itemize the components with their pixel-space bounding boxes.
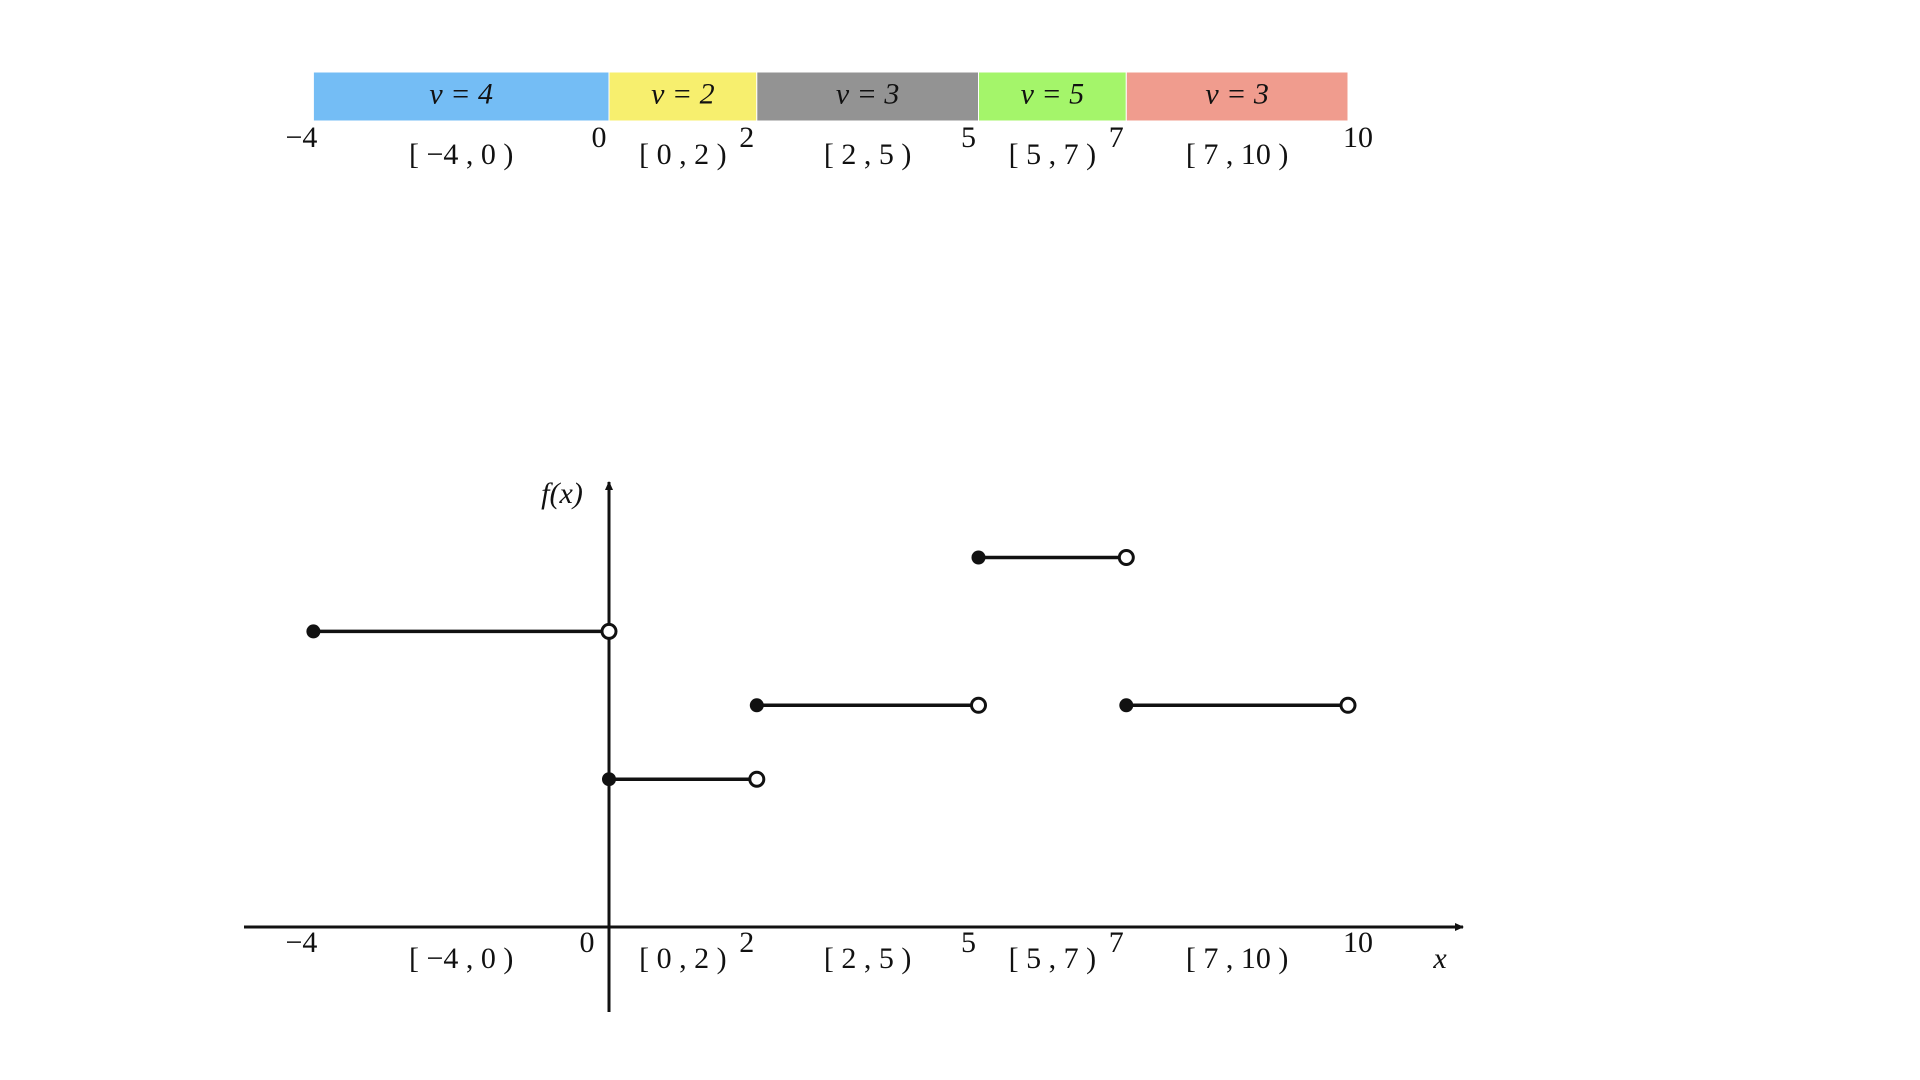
- bar-boundary-label: 0: [592, 121, 607, 154]
- interval-label: [ 7 , 10 ): [1186, 942, 1288, 975]
- closed-endpoint: [602, 772, 616, 787]
- interval-bar: [756, 71, 979, 122]
- interval-bar: [1125, 71, 1349, 122]
- open-endpoint: [970, 696, 987, 714]
- x-tick-label: 7: [1109, 926, 1124, 959]
- interval-bar: [608, 71, 758, 122]
- x-axis-label: x: [1432, 942, 1447, 975]
- open-endpoint: [600, 622, 618, 640]
- bar-boundary-label: 7: [1109, 121, 1124, 154]
- value-label: v = 3: [836, 77, 900, 110]
- interval-label: [ −4 , 0 ): [409, 138, 513, 171]
- open-endpoint: [1339, 696, 1357, 714]
- bar-boundary-label: 5: [961, 121, 976, 154]
- value-label: v = 3: [1205, 77, 1269, 110]
- closed-endpoint: [1119, 698, 1134, 713]
- open-endpoint: [1117, 549, 1135, 566]
- interval-label: [ 0 , 2 ): [639, 942, 726, 975]
- bar-boundary-label: 10: [1343, 121, 1373, 154]
- interval-bar: [312, 71, 610, 122]
- x-tick-label: 10: [1343, 926, 1373, 959]
- bar-boundary-label: 2: [739, 121, 754, 154]
- x-tick-label: −4: [285, 926, 317, 959]
- x-tick-label: 2: [739, 926, 754, 959]
- interval-label: [ 5 , 7 ): [1009, 942, 1096, 975]
- interval-label: [ −4 , 0 ): [409, 942, 513, 975]
- interval-bar: [978, 71, 1127, 122]
- interval-label: [ 7 , 10 ): [1186, 138, 1288, 171]
- closed-endpoint: [971, 550, 986, 565]
- x-tick-label: 0: [580, 926, 595, 959]
- x-tick-label: 5: [961, 926, 976, 959]
- closed-endpoint: [749, 698, 764, 713]
- interval-label: [ 5 , 7 ): [1009, 138, 1096, 171]
- value-label: v = 5: [1021, 77, 1085, 110]
- bar-boundary-label: −4: [285, 121, 317, 154]
- y-axis-label: f(x): [541, 477, 583, 510]
- interval-label: [ 0 , 2 ): [639, 138, 726, 171]
- value-label: v = 2: [651, 77, 715, 110]
- closed-endpoint: [306, 624, 321, 639]
- open-endpoint: [748, 770, 766, 788]
- interval-label: [ 2 , 5 ): [824, 138, 911, 171]
- interval-label: [ 2 , 5 ): [824, 942, 911, 975]
- value-label: v = 4: [429, 77, 493, 110]
